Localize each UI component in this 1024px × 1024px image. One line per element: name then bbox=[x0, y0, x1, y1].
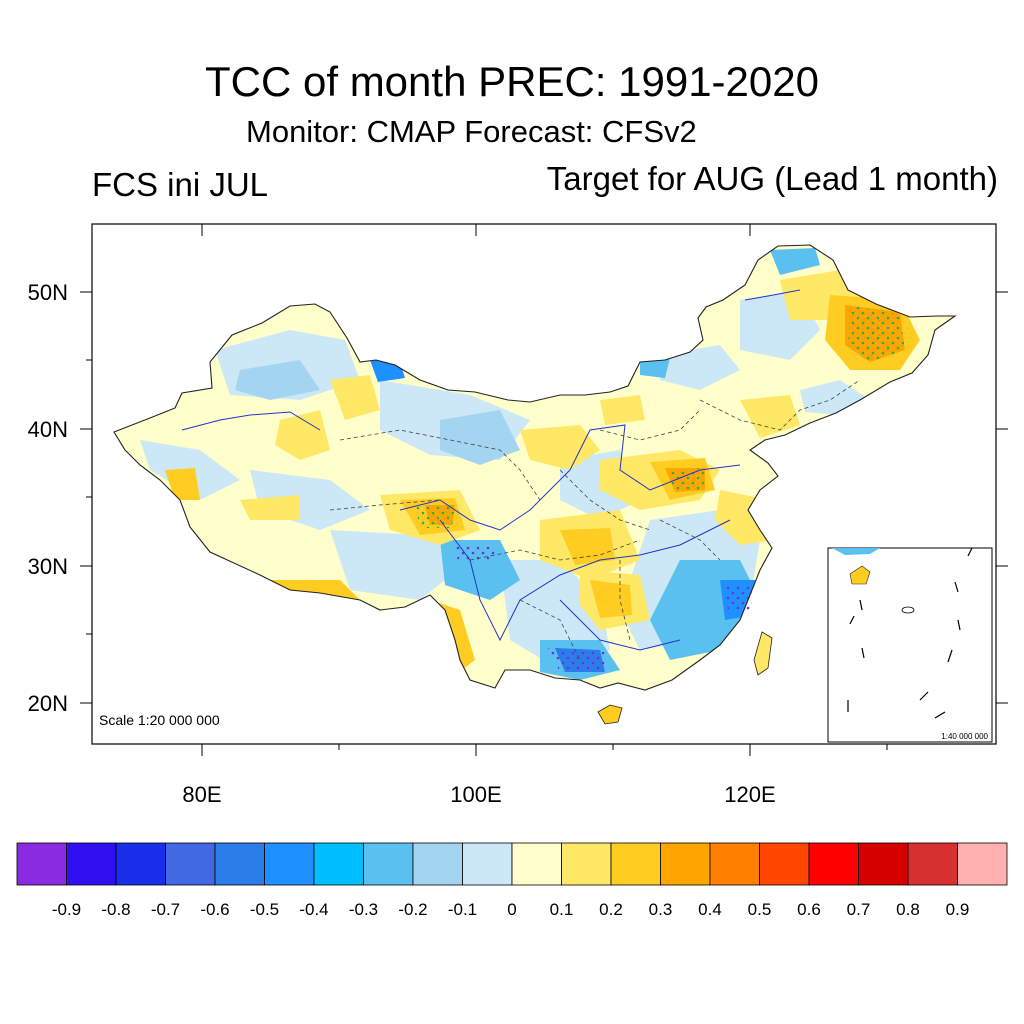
left-label: FCS ini JUL bbox=[92, 166, 269, 203]
colorbar-swatch bbox=[808, 842, 859, 886]
colorbar-label: 0.5 bbox=[748, 900, 772, 919]
colorbar-label: 0.7 bbox=[847, 900, 871, 919]
colorbar-swatch bbox=[511, 842, 562, 886]
colorbar-swatch bbox=[214, 842, 265, 886]
significance-stippling bbox=[415, 305, 905, 672]
colorbar-swatch bbox=[363, 842, 414, 886]
colorbar-swatch bbox=[462, 842, 513, 886]
colorbar-swatch bbox=[660, 842, 711, 886]
chart-title: TCC of month PREC: 1991-2020 bbox=[205, 58, 819, 105]
colorbar-label: 0.3 bbox=[649, 900, 673, 919]
chart-subtitle: Monitor: CMAP Forecast: CFSv2 bbox=[246, 114, 697, 149]
south-china-sea-inset: 1:40 000 000 bbox=[827, 547, 993, 743]
colorbar-label: -0.9 bbox=[52, 900, 81, 919]
colorbar-label: -0.1 bbox=[448, 900, 477, 919]
colorbar-label: 0.4 bbox=[698, 900, 722, 919]
colorbar-label: -0.7 bbox=[151, 900, 180, 919]
colorbar-swatch bbox=[412, 842, 463, 886]
lat-label-50: 50N bbox=[28, 280, 68, 305]
colorbar-swatch bbox=[313, 842, 364, 886]
colorbar-label: -0.6 bbox=[200, 900, 229, 919]
colorbar-swatch bbox=[610, 842, 661, 886]
colorbar-label: -0.3 bbox=[349, 900, 378, 919]
colorbar-swatch bbox=[907, 842, 958, 886]
colorbar-label: 0.6 bbox=[797, 900, 821, 919]
lat-label-40: 40N bbox=[28, 417, 68, 442]
colorbar-label: 0.2 bbox=[599, 900, 623, 919]
colorbar-label: 0.8 bbox=[896, 900, 920, 919]
colorbar-swatch bbox=[759, 842, 810, 886]
colorbar-label: 0 bbox=[507, 900, 516, 919]
lon-label-120: 120E bbox=[724, 782, 775, 807]
right-label: Target for AUG (Lead 1 month) bbox=[546, 160, 998, 197]
colorbar-label: 0.9 bbox=[946, 900, 970, 919]
colorbar-swatch bbox=[115, 842, 166, 886]
colorbar-swatch bbox=[561, 842, 612, 886]
colorbar-label: -0.4 bbox=[299, 900, 328, 919]
colorbar-swatch bbox=[264, 842, 315, 886]
axis-ticks bbox=[80, 224, 1008, 756]
scale-label: Scale 1:20 000 000 bbox=[99, 712, 220, 728]
colorbar-swatch bbox=[709, 842, 760, 886]
lat-label-30: 30N bbox=[28, 554, 68, 579]
lon-label-80: 80E bbox=[182, 782, 221, 807]
colorbar-swatch bbox=[66, 842, 117, 886]
colorbar-swatch bbox=[858, 842, 909, 886]
inset-scale-label: 1:40 000 000 bbox=[941, 732, 988, 741]
colorbar: -0.9 -0.8 -0.7 -0.6 -0.5 -0.4 -0.3 -0.2 -0.1 0 0.1… bbox=[16, 842, 1008, 919]
country-outline bbox=[113, 244, 957, 691]
colorbar-label: -0.2 bbox=[398, 900, 427, 919]
hainan-island bbox=[597, 704, 623, 725]
taiwan-island bbox=[753, 631, 773, 676]
colorbar-label: -0.5 bbox=[250, 900, 279, 919]
colorbar-label: 0.1 bbox=[550, 900, 574, 919]
lon-label-100: 100E bbox=[450, 782, 501, 807]
rivers bbox=[181, 289, 801, 651]
colorbar-swatch bbox=[957, 842, 1008, 886]
colorbar-swatch bbox=[16, 842, 67, 886]
colorbar-label: -0.8 bbox=[101, 900, 130, 919]
province-borders bbox=[329, 379, 861, 661]
lat-label-20: 20N bbox=[28, 691, 68, 716]
colorbar-swatch bbox=[165, 842, 216, 886]
